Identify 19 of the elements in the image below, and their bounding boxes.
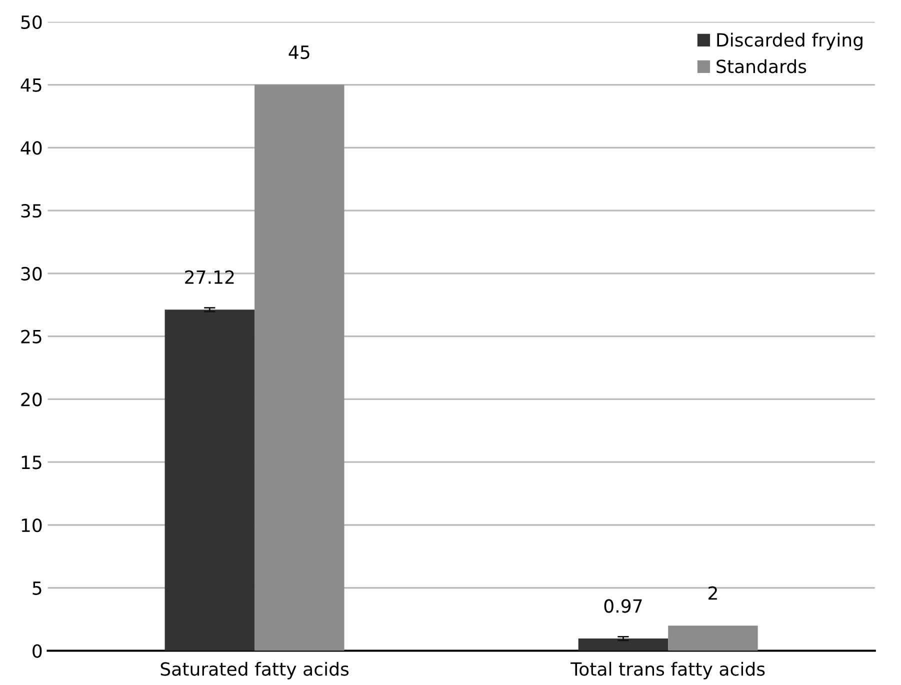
y-tick-label: 20: [21, 392, 42, 406]
x-tick-label: Total trans fatty acids: [570, 662, 765, 680]
y-tick-label: 40: [20, 141, 42, 155]
y-tick-label: 30: [21, 266, 42, 281]
x-tick-label: Saturated fatty acids: [160, 662, 349, 680]
data-label: 45: [288, 46, 310, 60]
y-tick-label: 0: [32, 644, 42, 658]
y-tick-label: 5: [32, 582, 42, 595]
y-tick-label: 50: [21, 15, 42, 30]
data-label: 2: [708, 586, 717, 600]
data-label: 0.97: [604, 599, 642, 613]
data-label: 27.12: [185, 270, 234, 284]
y-tick-label: 15: [22, 456, 42, 470]
y-tick-label: 35: [21, 204, 42, 218]
y-tick-label: 45: [20, 78, 42, 92]
y-tick-label: 10: [22, 518, 42, 532]
legend-label: Discarded frying: [717, 32, 862, 50]
legend-label: Standards: [716, 59, 806, 74]
y-tick-label: 25: [21, 330, 42, 344]
